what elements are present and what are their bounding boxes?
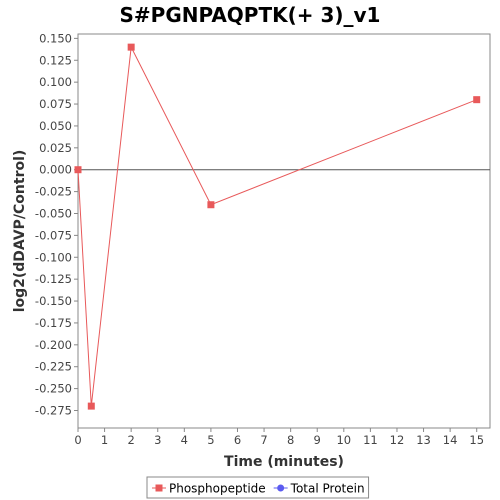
legend-entry: Phosphopeptide <box>169 482 266 496</box>
y-tick-label: 0.100 <box>39 75 72 89</box>
y-tick-label: -0.075 <box>35 228 72 242</box>
legend-marker-circle <box>277 484 285 492</box>
y-axis-label: log2(dDAVP/Control) <box>12 150 28 313</box>
x-tick-label: 14 <box>443 433 458 447</box>
data-point <box>87 402 95 410</box>
y-tick-label: -0.050 <box>35 206 72 220</box>
x-tick-label: 6 <box>234 433 241 447</box>
x-axis-label: Time (minutes) <box>224 454 344 470</box>
y-tick-label: -0.100 <box>35 250 72 264</box>
x-tick-label: 11 <box>363 433 378 447</box>
x-tick-label: 2 <box>127 433 134 447</box>
y-tick-label: 0.000 <box>39 163 72 177</box>
x-tick-label: 10 <box>336 433 351 447</box>
y-tick-label: 0.025 <box>39 141 72 155</box>
y-tick-label: -0.225 <box>35 360 72 374</box>
y-tick-label: 0.050 <box>39 119 72 133</box>
x-tick-label: 3 <box>154 433 161 447</box>
y-tick-label: -0.125 <box>35 272 72 286</box>
y-tick-label: -0.150 <box>35 294 72 308</box>
x-tick-label: 1 <box>101 433 108 447</box>
y-tick-label: 0.075 <box>39 97 72 111</box>
data-point <box>207 201 215 209</box>
plot-area <box>77 33 491 429</box>
x-tick-label: 4 <box>181 433 188 447</box>
y-tick-label: 0.125 <box>39 53 72 67</box>
y-tick-label: -0.200 <box>35 338 72 352</box>
data-point <box>127 43 135 51</box>
x-tick-label: 8 <box>287 433 294 447</box>
x-tick-label: 12 <box>390 433 405 447</box>
x-tick-label: 15 <box>469 433 484 447</box>
y-tick-label: -0.175 <box>35 316 72 330</box>
y-tick-label: -0.025 <box>35 185 72 199</box>
x-tick-label: 0 <box>74 433 81 447</box>
data-point <box>473 96 481 104</box>
legend-marker-square <box>155 484 163 492</box>
x-tick-label: 7 <box>260 433 267 447</box>
x-tick-label: 5 <box>207 433 214 447</box>
y-tick-label: -0.275 <box>35 403 72 417</box>
x-tick-label: 13 <box>416 433 431 447</box>
y-tick-label: 0.150 <box>39 31 72 45</box>
legend-entry: Total Protein <box>290 482 365 496</box>
x-tick-label: 9 <box>314 433 321 447</box>
data-point <box>74 166 82 174</box>
legend-box <box>146 476 370 499</box>
chart-title: S#PGNPAQPTK(+ 3)_v1 <box>120 3 381 27</box>
y-tick-label: -0.250 <box>35 382 72 396</box>
legend: Phosphopeptide Total Protein <box>146 476 370 499</box>
